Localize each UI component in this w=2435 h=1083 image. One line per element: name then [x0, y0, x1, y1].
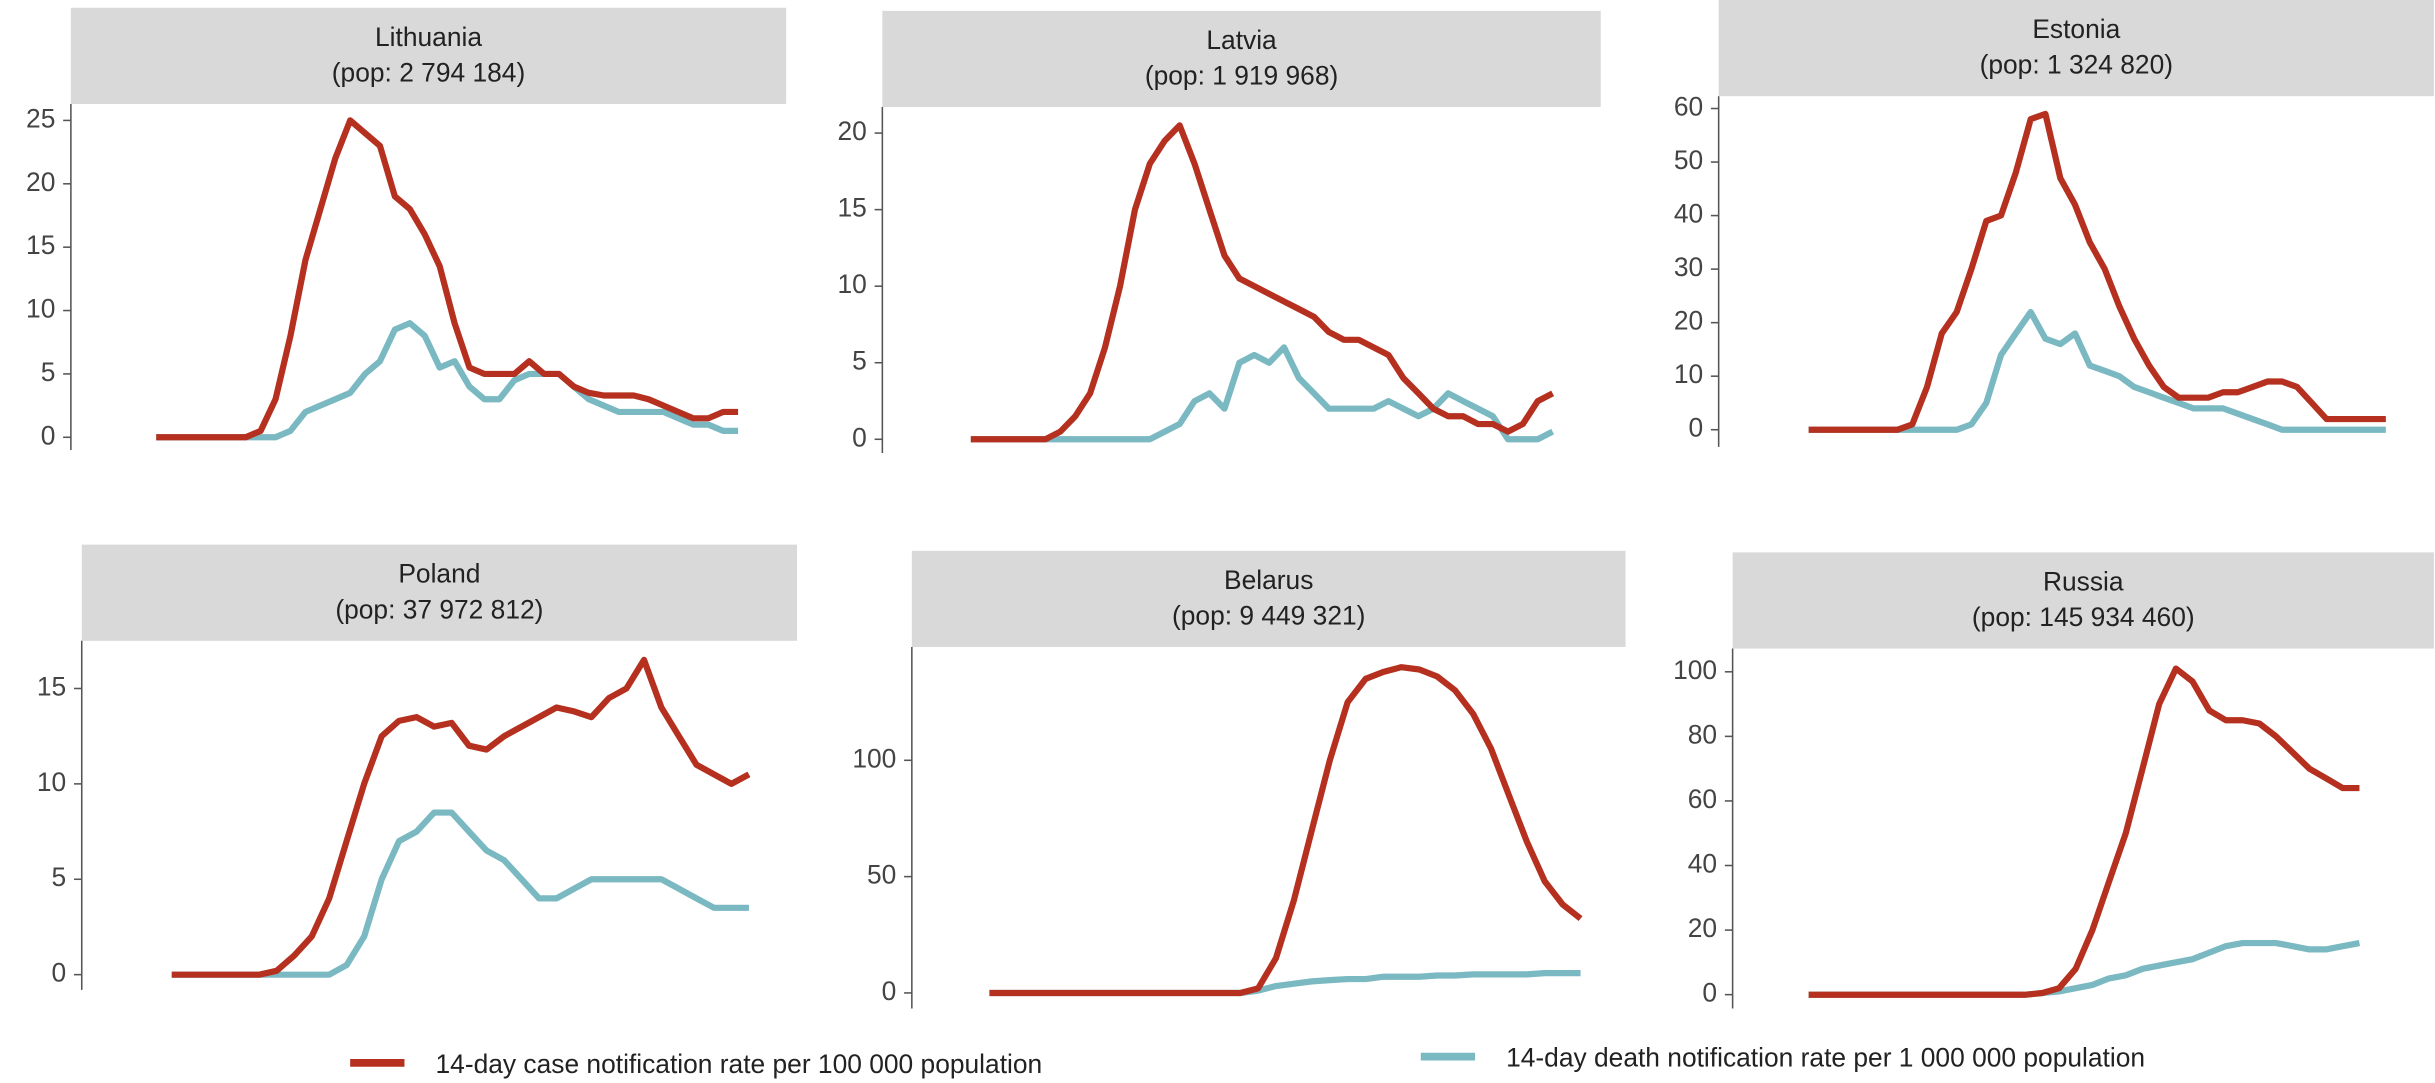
series-line	[970, 122, 1555, 443]
series-line	[989, 664, 1583, 997]
panel-title: Poland	[398, 559, 480, 589]
panel-subtitle: (pop: 145 934 460)	[1972, 602, 2195, 632]
y-tick-label: 10	[838, 269, 867, 299]
y-tick-label: 0	[1688, 413, 1703, 443]
y-tick-label: 60	[1674, 91, 1703, 121]
series-line	[171, 809, 749, 978]
y-tick-label: 20	[838, 116, 867, 146]
y-tick-label: 100	[852, 743, 896, 773]
panel-subtitle: (pop: 9 449 321)	[1172, 600, 1365, 630]
y-tick-label: 5	[52, 862, 67, 892]
panel-title: Russia	[2043, 566, 2124, 596]
strip	[81, 544, 798, 641]
panel-subtitle: (pop: 2 794 184)	[332, 57, 525, 87]
y-tick-label: 40	[1688, 848, 1717, 878]
y-tick-label: 0	[852, 422, 867, 452]
series-line	[171, 656, 751, 978]
strip	[1718, 0, 2434, 97]
panel-title: Latvia	[1206, 25, 1277, 55]
y-tick-label: 50	[867, 860, 896, 890]
y-tick-label: 5	[852, 346, 867, 376]
legend-label: 14-day case notification rate per 100 00…	[436, 1049, 1043, 1079]
y-tick-label: 0	[41, 420, 56, 450]
y-tick-label: 60	[1688, 784, 1717, 814]
strip	[70, 7, 787, 104]
y-tick-label: 15	[26, 230, 55, 260]
y-tick-label: 5	[41, 357, 56, 387]
y-tick-label: 10	[1674, 359, 1703, 389]
panel-title: Lithuania	[375, 22, 482, 52]
series-line	[970, 344, 1555, 443]
series-line	[156, 320, 739, 441]
y-tick-label: 25	[26, 103, 55, 133]
y-tick-label: 20	[1674, 306, 1703, 336]
y-tick-label: 80	[1688, 719, 1717, 749]
y-tick-label: 20	[26, 167, 55, 197]
series-line	[156, 117, 739, 441]
series-line	[1808, 308, 2386, 433]
series-line	[1808, 110, 2386, 433]
y-tick-label: 50	[1674, 145, 1703, 175]
strip	[882, 10, 1601, 108]
panel-title: Estonia	[2032, 14, 2120, 44]
y-tick-label: 0	[1702, 978, 1717, 1008]
y-tick-label: 0	[882, 976, 897, 1006]
panel-subtitle: (pop: 1 324 820)	[1980, 50, 2173, 80]
y-tick-label: 40	[1674, 199, 1703, 229]
y-tick-label: 0	[52, 958, 67, 988]
panel-subtitle: (pop: 1 919 968)	[1145, 61, 1338, 91]
y-tick-label: 15	[37, 671, 66, 701]
legend-label: 14-day death notification rate per 1 000…	[1506, 1043, 2145, 1073]
y-tick-label: 100	[1673, 655, 1717, 685]
strip	[911, 550, 1626, 648]
panel-subtitle: (pop: 37 972 812)	[335, 594, 543, 624]
strip	[1732, 552, 2434, 649]
y-tick-label: 15	[838, 193, 867, 223]
y-tick-label: 10	[26, 294, 55, 324]
y-tick-label: 20	[1688, 913, 1717, 943]
panel-title: Belarus	[1224, 565, 1313, 595]
series-line	[1808, 665, 2360, 998]
y-tick-label: 10	[37, 767, 66, 797]
y-tick-label: 30	[1674, 252, 1703, 282]
